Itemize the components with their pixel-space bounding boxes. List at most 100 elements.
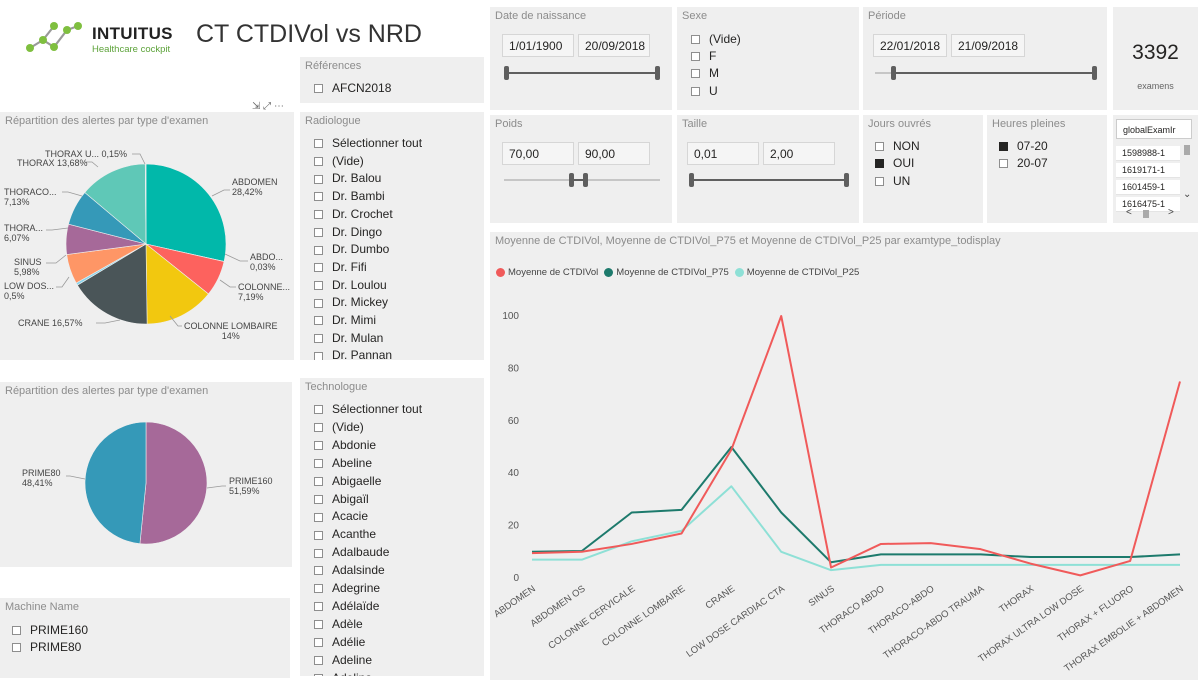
date-naissance-to-input[interactable]: 20/09/2018 bbox=[578, 34, 650, 57]
checkbox-icon[interactable] bbox=[314, 548, 323, 558]
jours-item-non[interactable]: NON bbox=[875, 139, 920, 154]
checkbox-icon[interactable] bbox=[314, 620, 323, 630]
checkbox-icon[interactable] bbox=[314, 192, 323, 202]
vertical-scrollbar[interactable] bbox=[1184, 145, 1190, 155]
technologue-item[interactable]: Abigaïl bbox=[314, 492, 369, 507]
checkbox-icon[interactable] bbox=[314, 655, 323, 665]
technologue-item[interactable]: Adalsinde bbox=[314, 563, 385, 578]
radiologue-item[interactable]: Dr. Dingo bbox=[314, 225, 382, 240]
slider-handle-max[interactable] bbox=[844, 173, 849, 187]
checkbox-icon[interactable] bbox=[314, 602, 323, 612]
global-exam-id-row[interactable]: 1598988-1 bbox=[1116, 146, 1180, 161]
technologue-item[interactable]: Adalbaude bbox=[314, 545, 389, 560]
checkbox-icon[interactable] bbox=[314, 441, 323, 451]
technologue-item[interactable]: Sélectionner tout bbox=[314, 402, 422, 417]
checkbox-icon[interactable] bbox=[314, 476, 323, 486]
pie-slice[interactable] bbox=[139, 421, 208, 545]
machine-item-prime160[interactable]: PRIME160 bbox=[12, 623, 88, 638]
checkbox-icon[interactable] bbox=[314, 245, 323, 255]
heures-item-20-07[interactable]: 20-07 bbox=[999, 156, 1048, 171]
checkbox-icon[interactable] bbox=[691, 35, 700, 45]
series-line[interactable] bbox=[531, 315, 1181, 577]
pie-slice[interactable] bbox=[84, 421, 147, 545]
checkbox-icon[interactable] bbox=[314, 263, 323, 273]
checkbox-icon[interactable] bbox=[314, 638, 323, 648]
checkbox-icon[interactable] bbox=[314, 351, 323, 360]
periode-from-input[interactable]: 22/01/2018 bbox=[873, 34, 947, 57]
visual-header-icons[interactable]: ⇲ ⤢ ⋯ bbox=[252, 101, 284, 112]
slider-handle-max[interactable] bbox=[1092, 66, 1097, 80]
pie-slice[interactable] bbox=[84, 163, 147, 245]
radiologue-item[interactable]: Dr. Mimi bbox=[314, 313, 376, 328]
checkbox-icon[interactable] bbox=[314, 174, 323, 184]
technologue-item[interactable]: Abdonie bbox=[314, 438, 376, 453]
technologue-item[interactable]: Acanthe bbox=[314, 527, 376, 542]
poids-from-input[interactable]: 70,00 bbox=[502, 142, 574, 165]
global-exam-id-row[interactable]: 1619171-1 bbox=[1116, 163, 1180, 178]
pie-slice[interactable] bbox=[76, 243, 148, 325]
taille-from-input[interactable]: 0,01 bbox=[687, 142, 759, 165]
radiologue-item[interactable]: Sélectionner tout bbox=[314, 136, 422, 151]
slider-handle-min[interactable] bbox=[569, 173, 575, 187]
series-line[interactable] bbox=[532, 485, 1180, 572]
legend-item[interactable]: Moyenne de CTDIVol_P25 bbox=[734, 267, 859, 278]
technologue-item[interactable]: Adélie bbox=[314, 635, 365, 650]
technologue-item[interactable]: Adelina bbox=[314, 671, 372, 676]
slider-handle-min[interactable] bbox=[689, 173, 694, 187]
checkbox-icon[interactable] bbox=[314, 459, 323, 469]
periode-to-input[interactable]: 21/09/2018 bbox=[951, 34, 1025, 57]
radiologue-item[interactable]: Dr. Mulan bbox=[314, 331, 383, 346]
radiologue-item[interactable]: Dr. Fifi bbox=[314, 260, 367, 275]
slider-handle-min[interactable] bbox=[890, 66, 896, 80]
sexe-item-vide[interactable]: (Vide) bbox=[691, 32, 741, 47]
checkbox-icon[interactable] bbox=[691, 52, 700, 62]
checkbox-icon[interactable] bbox=[691, 69, 700, 79]
checkbox-icon[interactable] bbox=[999, 159, 1008, 169]
radiologue-item[interactable]: Dr. Balou bbox=[314, 171, 381, 186]
checkbox-checked-icon[interactable] bbox=[999, 142, 1008, 152]
pie-slice[interactable] bbox=[145, 163, 227, 262]
checkbox-icon[interactable] bbox=[314, 157, 323, 167]
checkbox-icon[interactable] bbox=[314, 530, 323, 540]
more-options-icon[interactable]: ⋯ bbox=[273, 101, 284, 112]
checkbox-checked-icon[interactable] bbox=[875, 159, 884, 169]
radiologue-item[interactable]: (Vide) bbox=[314, 154, 364, 169]
series-line[interactable] bbox=[531, 446, 1181, 564]
focus-mode-icon[interactable]: ⤢ bbox=[263, 101, 272, 112]
sexe-item-u[interactable]: U bbox=[691, 84, 718, 99]
radiologue-item[interactable]: Dr. Bambi bbox=[314, 189, 385, 204]
checkbox-icon[interactable] bbox=[12, 643, 21, 653]
technologue-item[interactable]: Adeline bbox=[314, 653, 372, 668]
technologue-item[interactable]: Acacie bbox=[314, 509, 368, 524]
poids-to-input[interactable]: 90,00 bbox=[578, 142, 650, 165]
checkbox-icon[interactable] bbox=[314, 210, 323, 220]
checkbox-icon[interactable] bbox=[314, 494, 323, 504]
poids-range-slider[interactable] bbox=[504, 172, 660, 188]
taille-range-slider[interactable] bbox=[689, 172, 849, 188]
radiologue-item[interactable]: Dr. Mickey bbox=[314, 295, 388, 310]
checkbox-icon[interactable] bbox=[314, 566, 323, 576]
pin-icon[interactable]: ⇲ bbox=[252, 101, 261, 112]
scroll-left-icon[interactable]: < bbox=[1126, 207, 1132, 218]
checkbox-icon[interactable] bbox=[875, 177, 884, 187]
machine-item-prime80[interactable]: PRIME80 bbox=[12, 640, 81, 655]
sexe-item-m[interactable]: M bbox=[691, 66, 719, 81]
slider-handle-min[interactable] bbox=[504, 66, 509, 80]
date-naissance-range-slider[interactable] bbox=[504, 65, 660, 81]
radiologue-item[interactable]: Dr. Loulou bbox=[314, 278, 387, 293]
checkbox-icon[interactable] bbox=[12, 626, 21, 636]
slider-handle-max[interactable] bbox=[583, 173, 589, 187]
checkbox-icon[interactable] bbox=[314, 512, 323, 522]
pie-chart-machine[interactable] bbox=[0, 382, 292, 567]
periode-range-slider[interactable] bbox=[875, 65, 1097, 81]
horizontal-scrollbar[interactable] bbox=[1143, 210, 1149, 218]
reference-item-afcn2018[interactable]: AFCN2018 bbox=[314, 81, 391, 96]
checkbox-icon[interactable] bbox=[314, 584, 323, 594]
checkbox-icon[interactable] bbox=[314, 316, 323, 326]
checkbox-icon[interactable] bbox=[314, 298, 323, 308]
scroll-down-icon[interactable]: ⌄ bbox=[1183, 189, 1192, 200]
checkbox-icon[interactable] bbox=[314, 84, 323, 94]
date-naissance-from-input[interactable]: 1/01/1900 bbox=[502, 34, 574, 57]
technologue-item[interactable]: Abigaelle bbox=[314, 474, 381, 489]
